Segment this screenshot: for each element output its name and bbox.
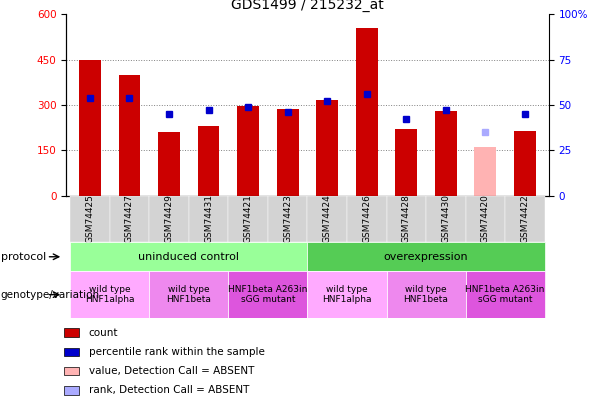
- Bar: [149, 271, 228, 318]
- Bar: [64, 367, 78, 375]
- Bar: [395, 129, 417, 196]
- Text: count: count: [88, 328, 118, 338]
- Text: GSM74424: GSM74424: [322, 194, 332, 243]
- Text: overexpression: overexpression: [384, 252, 468, 262]
- Bar: [466, 271, 545, 318]
- Bar: [316, 100, 338, 196]
- Text: GSM74421: GSM74421: [243, 194, 253, 243]
- Bar: [64, 328, 78, 337]
- Bar: [228, 271, 307, 318]
- Bar: [426, 196, 466, 242]
- Bar: [435, 111, 457, 196]
- Bar: [158, 132, 180, 196]
- Text: wild type
HNF1beta: wild type HNF1beta: [403, 285, 449, 304]
- Text: wild type
HNF1alpha: wild type HNF1alpha: [85, 285, 134, 304]
- Bar: [347, 196, 387, 242]
- Bar: [514, 130, 536, 196]
- Bar: [64, 386, 78, 394]
- Text: GSM74420: GSM74420: [481, 194, 490, 243]
- Bar: [268, 196, 308, 242]
- Text: GSM74428: GSM74428: [402, 194, 411, 243]
- Bar: [466, 196, 505, 242]
- Bar: [387, 271, 466, 318]
- Bar: [110, 196, 149, 242]
- Text: HNF1beta A263in
sGG mutant: HNF1beta A263in sGG mutant: [465, 285, 545, 304]
- Text: GSM74429: GSM74429: [164, 194, 173, 243]
- Text: genotype/variation: genotype/variation: [1, 290, 100, 300]
- Bar: [474, 147, 497, 196]
- Bar: [70, 242, 307, 271]
- Text: rank, Detection Call = ABSENT: rank, Detection Call = ABSENT: [88, 385, 249, 395]
- Text: GSM74425: GSM74425: [85, 194, 94, 243]
- Title: GDS1499 / 215232_at: GDS1499 / 215232_at: [231, 0, 384, 12]
- Bar: [307, 196, 347, 242]
- Bar: [505, 196, 545, 242]
- Text: GSM74431: GSM74431: [204, 194, 213, 243]
- Text: value, Detection Call = ABSENT: value, Detection Call = ABSENT: [88, 366, 254, 376]
- Bar: [277, 109, 299, 196]
- Text: wild type
HNF1alpha: wild type HNF1alpha: [322, 285, 371, 304]
- Bar: [197, 126, 219, 196]
- Bar: [228, 196, 268, 242]
- Bar: [64, 347, 78, 356]
- Bar: [356, 28, 378, 196]
- Bar: [387, 196, 426, 242]
- Bar: [70, 196, 110, 242]
- Bar: [307, 242, 545, 271]
- Bar: [307, 271, 387, 318]
- Text: GSM74426: GSM74426: [362, 194, 371, 243]
- Text: GSM74423: GSM74423: [283, 194, 292, 243]
- Text: GSM74427: GSM74427: [125, 194, 134, 243]
- Text: GSM74422: GSM74422: [520, 194, 530, 243]
- Text: GSM74430: GSM74430: [441, 194, 451, 243]
- Bar: [237, 107, 259, 196]
- Bar: [70, 271, 149, 318]
- Bar: [189, 196, 228, 242]
- Bar: [118, 75, 140, 196]
- Text: percentile rank within the sample: percentile rank within the sample: [88, 347, 264, 357]
- Bar: [149, 196, 189, 242]
- Text: HNF1beta A263in
sGG mutant: HNF1beta A263in sGG mutant: [228, 285, 308, 304]
- Text: wild type
HNF1beta: wild type HNF1beta: [166, 285, 211, 304]
- Text: uninduced control: uninduced control: [139, 252, 239, 262]
- Bar: [79, 60, 101, 196]
- Text: protocol: protocol: [1, 252, 46, 262]
